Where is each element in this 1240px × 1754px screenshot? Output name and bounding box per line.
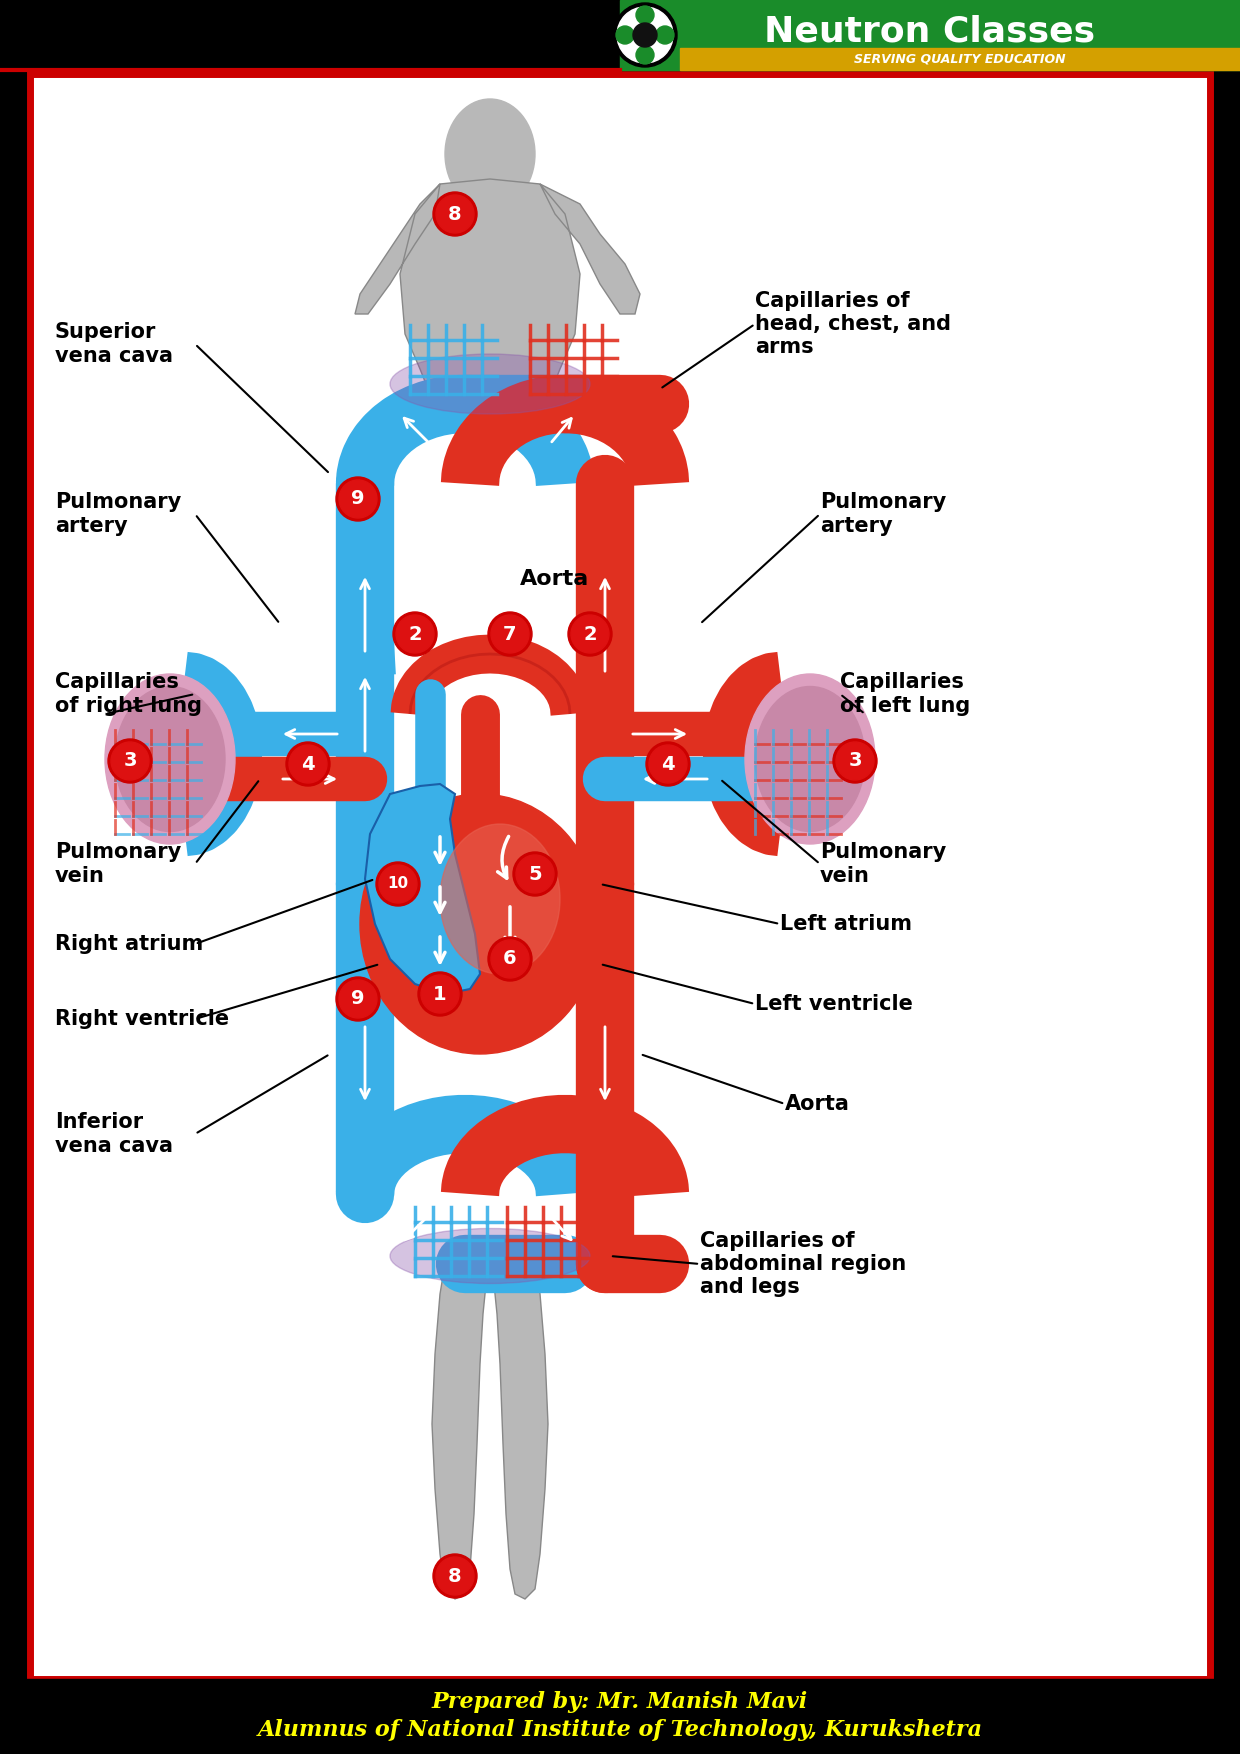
Text: Pulmonary
vein: Pulmonary vein — [55, 842, 181, 886]
Circle shape — [396, 616, 434, 652]
Text: 1: 1 — [433, 984, 446, 1003]
Bar — [0, 1679, 1240, 1754]
Circle shape — [433, 191, 477, 237]
Circle shape — [108, 738, 153, 782]
Circle shape — [418, 972, 463, 1016]
Text: Right ventricle: Right ventricle — [55, 1009, 229, 1030]
Circle shape — [393, 612, 436, 656]
Text: Neutron Classes: Neutron Classes — [764, 16, 1096, 49]
Text: 2: 2 — [408, 624, 422, 644]
Ellipse shape — [745, 674, 875, 844]
Polygon shape — [432, 1256, 548, 1600]
Circle shape — [516, 854, 554, 893]
Text: 3: 3 — [123, 751, 136, 770]
Text: 2: 2 — [583, 624, 596, 644]
Circle shape — [656, 26, 675, 44]
Text: SERVING QUALITY EDUCATION: SERVING QUALITY EDUCATION — [854, 53, 1066, 65]
Ellipse shape — [391, 354, 590, 414]
Text: 9: 9 — [351, 989, 365, 1009]
Ellipse shape — [391, 1228, 590, 1284]
Circle shape — [339, 980, 377, 1017]
Text: Alumnus of National Institute of Technology, Kurukshetra: Alumnus of National Institute of Technol… — [258, 1719, 982, 1742]
Circle shape — [336, 977, 379, 1021]
Text: Superior
vena cava: Superior vena cava — [55, 323, 174, 365]
Circle shape — [570, 616, 609, 652]
Circle shape — [433, 1554, 477, 1598]
Ellipse shape — [440, 824, 560, 973]
Text: Capillaries of
head, chest, and
arms: Capillaries of head, chest, and arms — [755, 291, 951, 358]
Ellipse shape — [445, 98, 534, 209]
Text: 3: 3 — [848, 751, 862, 770]
Text: Prepared by: Mr. Manish Mavi: Prepared by: Mr. Manish Mavi — [432, 1691, 808, 1714]
Text: Right atrium: Right atrium — [55, 933, 203, 954]
Circle shape — [636, 5, 653, 25]
Circle shape — [568, 612, 613, 656]
Text: 6: 6 — [503, 949, 517, 968]
Bar — [620, 0, 1240, 70]
Circle shape — [112, 742, 149, 781]
Text: Capillaries of
abdominal region
and legs: Capillaries of abdominal region and legs — [701, 1231, 906, 1298]
Circle shape — [618, 7, 673, 63]
Ellipse shape — [360, 795, 600, 1054]
Text: Pulmonary
artery: Pulmonary artery — [820, 493, 946, 535]
Text: Left atrium: Left atrium — [780, 914, 911, 933]
Circle shape — [286, 742, 330, 786]
Ellipse shape — [755, 686, 866, 831]
Text: Aorta: Aorta — [785, 1094, 849, 1114]
Circle shape — [833, 738, 877, 782]
Text: Pulmonary
vein: Pulmonary vein — [820, 842, 946, 886]
Text: 9: 9 — [351, 489, 365, 509]
Circle shape — [616, 26, 634, 44]
Circle shape — [491, 616, 529, 652]
Circle shape — [336, 477, 379, 521]
Text: Capillaries
of left lung: Capillaries of left lung — [839, 672, 970, 716]
Text: Pulmonary
artery: Pulmonary artery — [55, 493, 181, 535]
Circle shape — [649, 745, 687, 782]
Circle shape — [491, 940, 529, 979]
Bar — [0, 0, 1240, 70]
Text: 8: 8 — [448, 205, 461, 223]
Circle shape — [836, 742, 874, 781]
Polygon shape — [365, 784, 480, 995]
Circle shape — [632, 23, 657, 47]
Circle shape — [376, 861, 420, 907]
Bar — [680, 47, 1240, 70]
Text: 10: 10 — [387, 877, 408, 891]
Polygon shape — [355, 179, 640, 398]
Circle shape — [289, 745, 327, 782]
Text: 5: 5 — [528, 865, 542, 884]
Text: 4: 4 — [661, 754, 675, 774]
Circle shape — [646, 742, 689, 786]
Circle shape — [339, 481, 377, 517]
Circle shape — [436, 1558, 474, 1594]
Text: Inferior
vena cava: Inferior vena cava — [55, 1112, 174, 1156]
Circle shape — [422, 975, 459, 1014]
Circle shape — [436, 195, 474, 233]
Text: Aorta: Aorta — [520, 568, 589, 589]
Circle shape — [489, 612, 532, 656]
Circle shape — [513, 852, 557, 896]
Ellipse shape — [115, 686, 224, 831]
Text: Left ventricle: Left ventricle — [755, 995, 913, 1014]
Text: 8: 8 — [448, 1566, 461, 1586]
Circle shape — [379, 865, 417, 903]
Text: 7: 7 — [503, 624, 517, 644]
Text: Capillaries
of right lung: Capillaries of right lung — [55, 672, 202, 716]
Ellipse shape — [105, 674, 236, 844]
Circle shape — [489, 937, 532, 980]
Text: 4: 4 — [301, 754, 315, 774]
Circle shape — [636, 46, 653, 63]
Circle shape — [613, 4, 677, 67]
